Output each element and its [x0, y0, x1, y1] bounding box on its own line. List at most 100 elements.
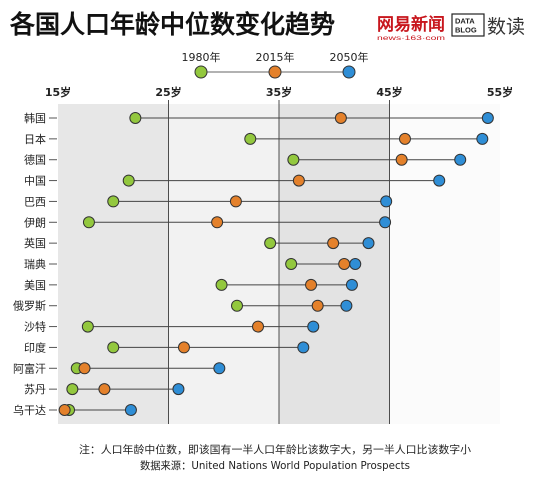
background-band	[58, 104, 169, 424]
data-point-2050	[362, 237, 375, 250]
data-point-1980	[231, 299, 244, 312]
data-point-2050	[307, 320, 320, 333]
logo-url: news·163·com	[377, 35, 445, 42]
country-label: 日本	[24, 132, 46, 146]
country-label: 俄罗斯	[13, 300, 46, 313]
country-row: 德国	[24, 153, 467, 167]
country-label: 英国	[24, 236, 46, 250]
data-point-1980	[66, 383, 79, 396]
country-label: 韩国	[24, 111, 46, 125]
data-point-2015	[395, 153, 408, 166]
data-point-2015	[327, 237, 340, 250]
data-blog-name: 数读	[487, 16, 525, 38]
data-blog-badge	[451, 13, 485, 37]
country-row: 乌干达	[13, 403, 137, 417]
data-point-2050	[297, 341, 310, 354]
legend-marker	[268, 65, 282, 79]
country-label: 乌干达	[13, 403, 46, 417]
legend-marker	[342, 65, 356, 79]
data-source: 数据来源：United Nations World Population Pro…	[140, 459, 410, 472]
country-label: 伊朗	[24, 216, 46, 229]
x-tick-label: 35岁	[266, 85, 292, 99]
plot-area: 15岁 25岁 35岁 45岁 55岁韩国日本德国中国巴西伊朗英国瑞典美国俄罗斯沙特印度…	[13, 85, 513, 424]
data-blog-badge-line: BLOG	[455, 26, 477, 35]
data-point-2015	[305, 278, 318, 291]
country-label: 瑞典	[24, 257, 46, 271]
data-point-1980	[82, 216, 95, 229]
country-row: 沙特	[24, 320, 320, 334]
legend-label: 1980年	[182, 50, 221, 64]
footnote: 注：人口年龄中位数，即该国有一半人口年龄比该数字大，另一半人口比该数字小	[79, 443, 472, 456]
country-row: 韩国	[24, 111, 494, 125]
data-point-2050	[481, 112, 494, 124]
chart-title: 各国人口年龄中位数变化趋势	[9, 10, 335, 39]
country-label: 印度	[24, 340, 46, 354]
data-point-2050	[433, 174, 446, 187]
x-tick-label: 55岁	[487, 85, 513, 99]
data-point-2015	[292, 174, 305, 187]
data-point-2050	[476, 132, 489, 145]
country-row: 日本	[24, 132, 489, 146]
data-point-1980	[107, 341, 120, 354]
country-row: 巴西	[24, 195, 393, 208]
country-label: 美国	[24, 279, 46, 292]
data-point-2015	[311, 299, 324, 312]
netease-news-logo: 网易新闻 news·163·com	[377, 14, 445, 42]
data-point-1980	[285, 258, 298, 270]
legend-label: 2050年	[330, 50, 369, 64]
country-row: 阿富汗	[13, 361, 226, 375]
x-tick-label: 15岁	[45, 85, 71, 99]
data-point-1980	[287, 153, 300, 166]
country-row: 英国	[24, 236, 375, 250]
country-row: 苏丹	[24, 383, 185, 396]
data-point-2050	[345, 278, 358, 291]
data-point-2015	[334, 112, 347, 124]
data-point-2015	[398, 132, 411, 145]
legend-marker	[194, 65, 208, 79]
country-label: 德国	[24, 153, 46, 167]
x-tick-label: 25岁	[155, 85, 181, 99]
country-row: 瑞典	[24, 257, 362, 271]
data-point-1980	[264, 237, 277, 250]
background-band	[168, 104, 279, 424]
data-point-1980	[122, 174, 135, 187]
logo-wordmark: 网易新闻	[377, 14, 445, 35]
data-point-2050	[349, 258, 362, 270]
country-label: 苏丹	[24, 383, 46, 396]
data-blog-logo: DATA BLOG 数读	[451, 13, 525, 38]
data-point-1980	[244, 132, 257, 145]
data-point-2015	[58, 404, 71, 416]
data-point-2050	[379, 216, 392, 229]
data-blog-badge-line: DATA	[455, 17, 475, 26]
data-point-2050	[124, 404, 137, 416]
legend-label: 2015年	[256, 50, 295, 64]
data-point-2015	[229, 195, 242, 208]
data-point-2015	[78, 362, 91, 375]
data-point-2050	[213, 362, 226, 375]
data-point-1980	[107, 195, 120, 208]
background-band	[389, 104, 500, 424]
country-row: 俄罗斯	[13, 299, 353, 313]
country-label: 阿富汗	[13, 361, 46, 375]
country-label: 巴西	[24, 195, 46, 208]
country-row: 印度	[24, 340, 310, 354]
country-label: 中国	[24, 175, 46, 188]
data-point-2015	[98, 383, 111, 396]
data-point-2050	[340, 299, 353, 312]
country-row: 中国	[24, 174, 446, 188]
data-point-2015	[177, 341, 190, 354]
x-tick-label: 45岁	[376, 85, 402, 99]
data-point-2050	[454, 153, 467, 166]
data-point-2015	[252, 320, 265, 333]
legend: 1980年 2015年 2050年	[182, 50, 369, 79]
data-point-2050	[172, 383, 185, 396]
country-row: 伊朗	[24, 216, 392, 229]
data-point-1980	[129, 112, 142, 124]
data-point-2015	[338, 258, 351, 270]
data-point-2015	[211, 216, 224, 229]
data-point-1980	[215, 278, 228, 291]
country-label: 沙特	[24, 320, 46, 334]
data-point-2050	[380, 195, 393, 208]
country-row: 美国	[24, 278, 358, 292]
